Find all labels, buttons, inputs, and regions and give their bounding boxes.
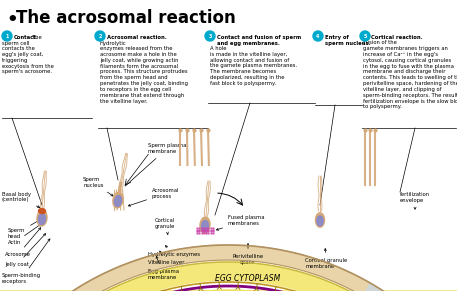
Text: •: •	[6, 11, 18, 29]
Polygon shape	[363, 283, 457, 291]
Text: Acrosomal reaction.: Acrosomal reaction.	[107, 35, 167, 40]
Circle shape	[2, 31, 12, 41]
Polygon shape	[0, 290, 457, 291]
Text: Sperm
head: Sperm head	[8, 220, 40, 239]
Ellipse shape	[38, 214, 46, 224]
Ellipse shape	[113, 192, 123, 208]
Text: Fused plasma
membranes: Fused plasma membranes	[217, 215, 265, 230]
Ellipse shape	[317, 216, 323, 226]
Text: fertilization
envelope: fertilization envelope	[400, 192, 430, 209]
Text: 3: 3	[208, 34, 212, 39]
Circle shape	[360, 31, 370, 41]
Text: Sperm-binding
receptors: Sperm-binding receptors	[2, 239, 50, 284]
Text: Hydrolytic enzymes: Hydrolytic enzymes	[148, 246, 200, 257]
Text: 5: 5	[363, 34, 367, 39]
Circle shape	[313, 31, 323, 41]
Text: Cortical granule
membrane: Cortical granule membrane	[305, 249, 347, 269]
Text: 2: 2	[98, 34, 102, 39]
Ellipse shape	[114, 196, 122, 206]
Text: EGG CYTOPLASM: EGG CYTOPLASM	[215, 274, 281, 283]
Ellipse shape	[37, 210, 47, 226]
Ellipse shape	[315, 213, 324, 227]
Circle shape	[205, 31, 215, 41]
Polygon shape	[0, 245, 457, 291]
Text: Hydrolytic
enzymes released from the
acrosome make a hole in the
jelly coat, whi: Hydrolytic enzymes released from the acr…	[100, 40, 188, 104]
Text: Egg plasma
membrane: Egg plasma membrane	[148, 256, 179, 280]
Polygon shape	[0, 262, 457, 291]
Text: Fusion of the
gamete membranes triggers an
increase of Ca²⁺ in the egg's
cytosol: Fusion of the gamete membranes triggers …	[363, 40, 457, 109]
Text: 1: 1	[5, 34, 9, 39]
Text: Vitelline layer: Vitelline layer	[148, 251, 185, 265]
Text: Perivitelline
space: Perivitelline space	[233, 244, 264, 265]
Circle shape	[95, 31, 105, 41]
Ellipse shape	[200, 217, 210, 233]
Text: Jelly coat: Jelly coat	[5, 234, 46, 267]
Text: The: The	[14, 35, 42, 40]
Text: Acrosome: Acrosome	[5, 228, 41, 257]
Text: Sperm plasma
membrane: Sperm plasma membrane	[125, 143, 186, 186]
Text: Contact and fusion of sperm
and egg membranes.: Contact and fusion of sperm and egg memb…	[217, 35, 301, 46]
Text: Acrosomal
process: Acrosomal process	[128, 188, 180, 206]
Text: sperm cell
contacts the
egg's jelly coat,
triggering
exocytosis from the
sperm's: sperm cell contacts the egg's jelly coat…	[2, 40, 54, 74]
Text: Cortical reaction.: Cortical reaction.	[371, 35, 423, 40]
Ellipse shape	[38, 208, 46, 214]
Text: Sperm
nucleus: Sperm nucleus	[83, 177, 113, 196]
Text: The acrosomal reaction: The acrosomal reaction	[16, 9, 236, 27]
Text: Basal body
(centriole): Basal body (centriole)	[2, 191, 40, 207]
Text: 4: 4	[316, 34, 320, 39]
Text: Actin: Actin	[8, 224, 41, 245]
Text: A hole
is made in the vitelline layer,
allowing contact and fusion of
the gamete: A hole is made in the vitelline layer, a…	[210, 46, 297, 86]
Text: Contact.: Contact.	[14, 35, 39, 40]
Text: Cortical
granule: Cortical granule	[155, 218, 175, 235]
Ellipse shape	[202, 221, 208, 231]
Text: Entry of
sperm nucleus.: Entry of sperm nucleus.	[325, 35, 371, 46]
